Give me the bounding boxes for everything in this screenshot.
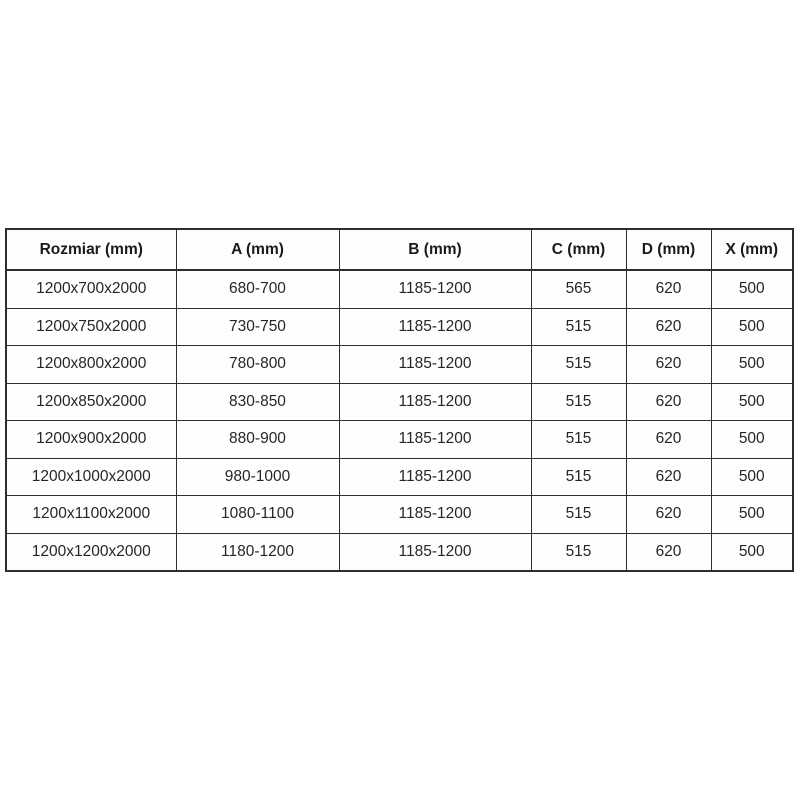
table-cell: 780-800	[175, 345, 340, 384]
table-cell: 730-750	[175, 307, 340, 346]
table-row: 1200x900x2000 880-900 1185-1200 515 620 …	[5, 420, 794, 459]
table-cell: 515	[530, 420, 627, 459]
table-cell: 1200x800x2000	[5, 345, 177, 384]
table-cell: 620	[625, 457, 712, 496]
table-cell: 500	[710, 420, 794, 459]
table-header-row: Rozmiar (mm) A (mm) B (mm) C (mm) D (mm)…	[5, 228, 794, 271]
header-rozmiar: Rozmiar (mm)	[5, 228, 177, 271]
table-cell: 1185-1200	[338, 382, 532, 421]
table-cell: 515	[530, 345, 627, 384]
table-cell: 830-850	[175, 382, 340, 421]
table-cell: 1200x750x2000	[5, 307, 177, 346]
table-cell: 515	[530, 495, 627, 534]
table-row: 1200x1200x2000 1180-1200 1185-1200 515 6…	[5, 532, 794, 572]
header-d: D (mm)	[625, 228, 712, 271]
table-cell: 500	[710, 269, 794, 309]
table-row: 1200x800x2000 780-800 1185-1200 515 620 …	[5, 345, 794, 384]
table-cell: 620	[625, 495, 712, 534]
table-cell: 500	[710, 457, 794, 496]
table-cell: 1185-1200	[338, 420, 532, 459]
table-cell: 1185-1200	[338, 345, 532, 384]
table-row: 1200x1100x2000 1080-1100 1185-1200 515 6…	[5, 495, 794, 534]
header-a: A (mm)	[175, 228, 340, 271]
table-cell: 500	[710, 307, 794, 346]
table-cell: 1200x1100x2000	[5, 495, 177, 534]
table-cell: 1200x850x2000	[5, 382, 177, 421]
table-cell: 1180-1200	[175, 532, 340, 572]
table-cell: 515	[530, 307, 627, 346]
table-cell: 1200x1000x2000	[5, 457, 177, 496]
table-cell: 680-700	[175, 269, 340, 309]
header-c: C (mm)	[530, 228, 627, 271]
table-cell: 1200x900x2000	[5, 420, 177, 459]
table-cell: 1185-1200	[338, 495, 532, 534]
table-cell: 620	[625, 269, 712, 309]
header-b: B (mm)	[338, 228, 532, 271]
table-cell: 500	[710, 532, 794, 572]
table-row: 1200x750x2000 730-750 1185-1200 515 620 …	[5, 307, 794, 346]
table-cell: 880-900	[175, 420, 340, 459]
table-cell: 1185-1200	[338, 307, 532, 346]
table-cell: 620	[625, 382, 712, 421]
table-cell: 1200x1200x2000	[5, 532, 177, 572]
table-cell: 620	[625, 307, 712, 346]
header-x: X (mm)	[710, 228, 794, 271]
table-row: 1200x1000x2000 980-1000 1185-1200 515 62…	[5, 457, 794, 496]
table-cell: 515	[530, 457, 627, 496]
table-row: 1200x850x2000 830-850 1185-1200 515 620 …	[5, 382, 794, 421]
table-cell: 500	[710, 345, 794, 384]
table-cell: 1185-1200	[338, 457, 532, 496]
size-spec-table: Rozmiar (mm) A (mm) B (mm) C (mm) D (mm)…	[5, 228, 794, 572]
table-cell: 620	[625, 345, 712, 384]
table-cell: 500	[710, 382, 794, 421]
table-cell: 1080-1100	[175, 495, 340, 534]
table-row: 1200x700x2000 680-700 1185-1200 565 620 …	[5, 269, 794, 309]
table-cell: 1185-1200	[338, 269, 532, 309]
table-cell: 980-1000	[175, 457, 340, 496]
table-cell: 515	[530, 532, 627, 572]
table-cell: 620	[625, 420, 712, 459]
table-cell: 1200x700x2000	[5, 269, 177, 309]
table-cell: 515	[530, 382, 627, 421]
table-cell: 620	[625, 532, 712, 572]
table-cell: 1185-1200	[338, 532, 532, 572]
table-cell: 565	[530, 269, 627, 309]
table-cell: 500	[710, 495, 794, 534]
